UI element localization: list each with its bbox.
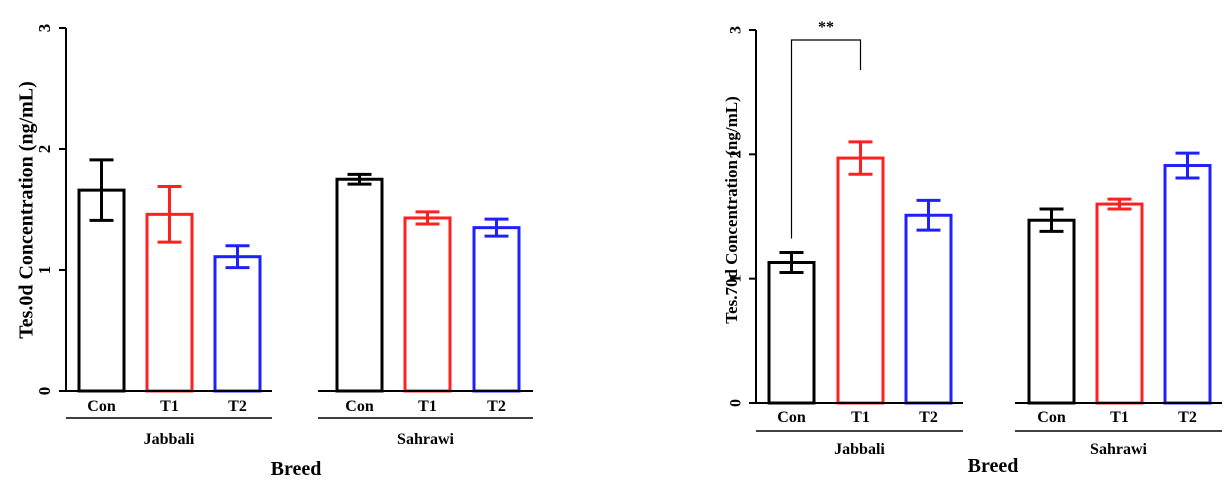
y-tick-label: 3 [728,26,745,34]
y-tick-label: 2 [728,150,745,158]
category-label: T1 [1110,409,1129,426]
chart-panel-2: 0 1 2 3 Tes.70d Concentration (ng/mL) Con T1 T2… [722,19,1222,477]
significance-label: ** [818,19,834,36]
bar-sahrawi-con [1027,218,1076,405]
category-label: T1 [160,398,179,415]
category-label: Con [345,398,374,415]
y-axis-label: Tes.0d Concentration (ng/mL) [16,81,38,339]
category-label: T2 [228,398,247,415]
category-label: T1 [851,409,870,426]
bar-sahrawi-t1 [403,216,452,393]
category-label: Con [777,409,806,426]
group-label: Sahrawi [397,431,454,448]
y-tick-label: 1 [728,275,745,283]
category-label: Con [87,398,116,415]
category-label: T2 [1178,409,1197,426]
y-tick-label: 0 [728,399,745,407]
y-tick-label: 3 [35,24,54,33]
bar-jabbali-con [767,261,816,405]
bar-sahrawi-t2 [1163,164,1212,405]
y-tick-label: 2 [35,145,54,154]
category-label: T1 [418,398,437,415]
y-tick-label: 1 [35,266,54,275]
bar-jabbali-t1 [836,156,885,405]
y-axis-label: Tes.70d Concentration (ng/mL) [722,96,741,323]
bar-sahrawi-t2 [472,226,521,393]
bar-sahrawi-con [335,177,384,393]
category-label: T2 [487,398,506,415]
category-label: T2 [919,409,938,426]
category-label: Con [1037,409,1066,426]
chart-panel-1: 0 1 2 3 Tes.0d Concentration (ng/mL) Con T1 T2 J… [16,24,533,480]
bar-sahrawi-t1 [1095,202,1144,405]
significance-bracket [790,39,862,239]
x-axis-label: Breed [271,458,322,480]
group-label: Jabbali [144,431,195,448]
y-tick-label: 0 [35,387,54,396]
bar-jabbali-t2 [904,213,953,405]
x-axis-label: Breed [968,455,1019,477]
group-label: Sahrawi [1090,441,1147,458]
group-label: Jabbali [834,441,885,458]
bar-jabbali-t2 [213,255,262,393]
